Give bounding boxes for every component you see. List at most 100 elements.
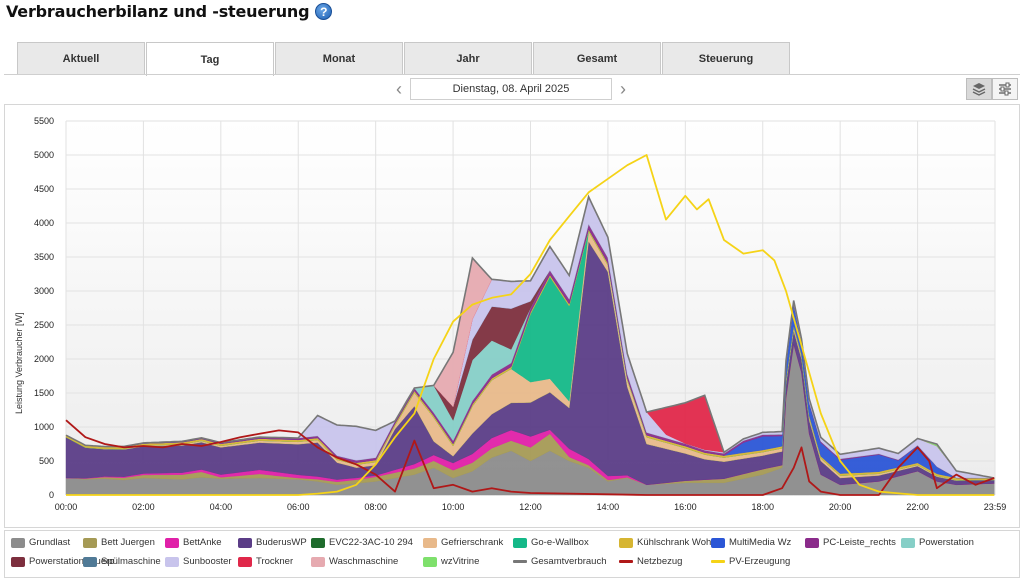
legend-label: Spülmaschine xyxy=(101,556,161,567)
x-tick-label: 20:00 xyxy=(829,502,852,512)
tab-monat[interactable]: Monat xyxy=(275,42,403,74)
tab-gesamt[interactable]: Gesamt xyxy=(533,42,661,74)
legend-swatch xyxy=(83,537,97,548)
legend-swatch xyxy=(901,537,915,548)
x-tick-label: 02:00 xyxy=(132,502,155,512)
x-tick-label: 23:59 xyxy=(984,502,1007,512)
legend-item-gefrierschrank[interactable]: Gefrierschrank xyxy=(423,537,503,548)
legend-item-pv-erzeugung[interactable]: PV-Erzeugung xyxy=(711,556,790,567)
legend-label: Powerstation xyxy=(919,537,974,548)
y-tick-label: 3500 xyxy=(34,252,54,262)
page-header: Verbraucherbilanz und -steuerung ? xyxy=(6,0,333,22)
legend-swatch xyxy=(311,556,325,567)
tab-jahr[interactable]: Jahr xyxy=(404,42,532,74)
legend-label: Go-e-Wallbox xyxy=(531,537,589,548)
legend-item-k-hlschrank-wohnz[interactable]: Kühlschrank Wohnz xyxy=(619,537,721,548)
legend-swatch xyxy=(619,560,633,563)
legend-swatch xyxy=(513,537,527,548)
y-axis-label: Leistung Verbraucher [W] xyxy=(14,312,24,414)
legend-swatch xyxy=(711,560,725,563)
legend-item-trockner[interactable]: Trockner xyxy=(238,556,293,567)
legend-label: MultiMedia Wz xyxy=(729,537,792,548)
legend-swatch xyxy=(711,537,725,548)
legend-item-sp-lmaschine[interactable]: Spülmaschine xyxy=(83,556,161,567)
legend-item-powerstation[interactable]: Powerstation xyxy=(901,537,974,548)
x-tick-label: 16:00 xyxy=(674,502,697,512)
legend-swatch xyxy=(513,560,527,563)
legend-swatch xyxy=(311,537,325,548)
x-tick-label: 04:00 xyxy=(210,502,233,512)
tab-aktuell[interactable]: Aktuell xyxy=(17,42,145,74)
legend-label: Trockner xyxy=(256,556,294,567)
legend-swatch xyxy=(11,556,25,567)
legend-swatch xyxy=(619,537,633,548)
legend-label: BuderusWP xyxy=(256,537,307,548)
y-tick-label: 5000 xyxy=(34,150,54,160)
consumption-chart: 0 500 1000 1500 2000 2500 3000 3500 4000 4500 5000… xyxy=(14,116,1007,512)
x-tick-label: 10:00 xyxy=(442,502,465,512)
legend-swatch xyxy=(423,537,437,548)
y-tick-label: 5500 xyxy=(34,116,54,126)
x-tick-label: 00:00 xyxy=(55,502,78,512)
legend-item-bett-juergen[interactable]: Bett Juergen xyxy=(83,537,155,548)
chart-frame xyxy=(4,104,1020,528)
legend-swatch xyxy=(83,556,97,567)
legend-swatch xyxy=(238,556,252,567)
x-tick-label: 14:00 xyxy=(597,502,620,512)
series-line-netzbezug xyxy=(65,419,995,496)
legend-label: Waschmaschine xyxy=(329,556,399,567)
question-icon[interactable]: ? xyxy=(315,2,333,20)
legend-label: Gefrierschrank xyxy=(441,537,504,548)
chevron-right-icon[interactable]: › xyxy=(620,78,626,99)
legend-label: Sunbooster xyxy=(183,556,232,567)
legend-item-buderuswp[interactable]: BuderusWP xyxy=(238,537,307,548)
legend-swatch xyxy=(165,556,179,567)
legend-item-gesamtverbrauch[interactable]: Gesamtverbrauch xyxy=(513,556,607,567)
layers-icon[interactable] xyxy=(966,78,992,100)
legend-item-waschmaschine[interactable]: Waschmaschine xyxy=(311,556,398,567)
legend-label: PV-Erzeugung xyxy=(729,556,791,567)
legend-label: wzVitrine xyxy=(441,556,480,567)
chevron-left-icon[interactable]: ‹ xyxy=(396,78,402,99)
legend-item-powerstation-buero[interactable]: Powerstation_Buero xyxy=(11,556,115,567)
legend-label: Grundlast xyxy=(29,537,71,548)
legend-item-go-e-wallbox[interactable]: Go-e-Wallbox xyxy=(513,537,589,548)
tab-tag[interactable]: Tag xyxy=(146,42,274,76)
legend-label: BettAnke xyxy=(183,537,222,548)
x-tick-label: 18:00 xyxy=(751,502,774,512)
legend-swatch xyxy=(11,537,25,548)
tab-divider xyxy=(4,74,1020,75)
y-tick-label: 4500 xyxy=(34,184,54,194)
legend-item-bettanke[interactable]: BettAnke xyxy=(165,537,222,548)
x-tick-label: 12:00 xyxy=(519,502,542,512)
legend-swatch xyxy=(423,556,437,567)
y-tick-label: 0 xyxy=(49,490,54,500)
y-tick-label: 1000 xyxy=(34,422,54,432)
legend-item-multimedia-wz[interactable]: MultiMedia Wz xyxy=(711,537,791,548)
legend-item-wzvitrine[interactable]: wzVitrine xyxy=(423,556,479,567)
date-display[interactable]: Dienstag, 08. April 2025 xyxy=(410,78,612,100)
sliders-icon[interactable] xyxy=(992,78,1018,100)
legend-label: EVC22-3AC-10 294 xyxy=(329,537,413,548)
legend-item-sunbooster[interactable]: Sunbooster xyxy=(165,556,232,567)
y-tick-label: 4000 xyxy=(34,218,54,228)
page-title: Verbraucherbilanz und -steuerung xyxy=(6,1,310,21)
series-line-pv-erzeugung xyxy=(66,154,995,496)
tab-steuerung[interactable]: Steuerung xyxy=(662,42,790,74)
legend-item-grundlast[interactable]: Grundlast xyxy=(11,537,70,548)
legend-swatch xyxy=(165,537,179,548)
legend-item-pc-leiste-rechts[interactable]: PC-Leiste_rechts xyxy=(805,537,896,548)
legend-swatch xyxy=(805,537,819,548)
legend-label: Bett Juergen xyxy=(101,537,155,548)
x-tick-label: 06:00 xyxy=(287,502,310,512)
legend-label: Powerstation_Buero xyxy=(29,556,115,567)
y-tick-label: 1500 xyxy=(34,388,54,398)
x-tick-label: 22:00 xyxy=(906,502,929,512)
view-toggle xyxy=(966,78,1018,100)
y-tick-label: 3000 xyxy=(34,286,54,296)
legend-item-netzbezug[interactable]: Netzbezug xyxy=(619,556,682,567)
legend-item-evc22-3ac-10-294[interactable]: EVC22-3AC-10 294 xyxy=(311,537,413,548)
chart-legend: Grundlast Bett Juergen BettAnke BuderusWP EV… xyxy=(4,530,1020,578)
legend-label: Gesamtverbrauch xyxy=(531,556,607,567)
legend-label: Kühlschrank Wohnz xyxy=(637,537,722,548)
